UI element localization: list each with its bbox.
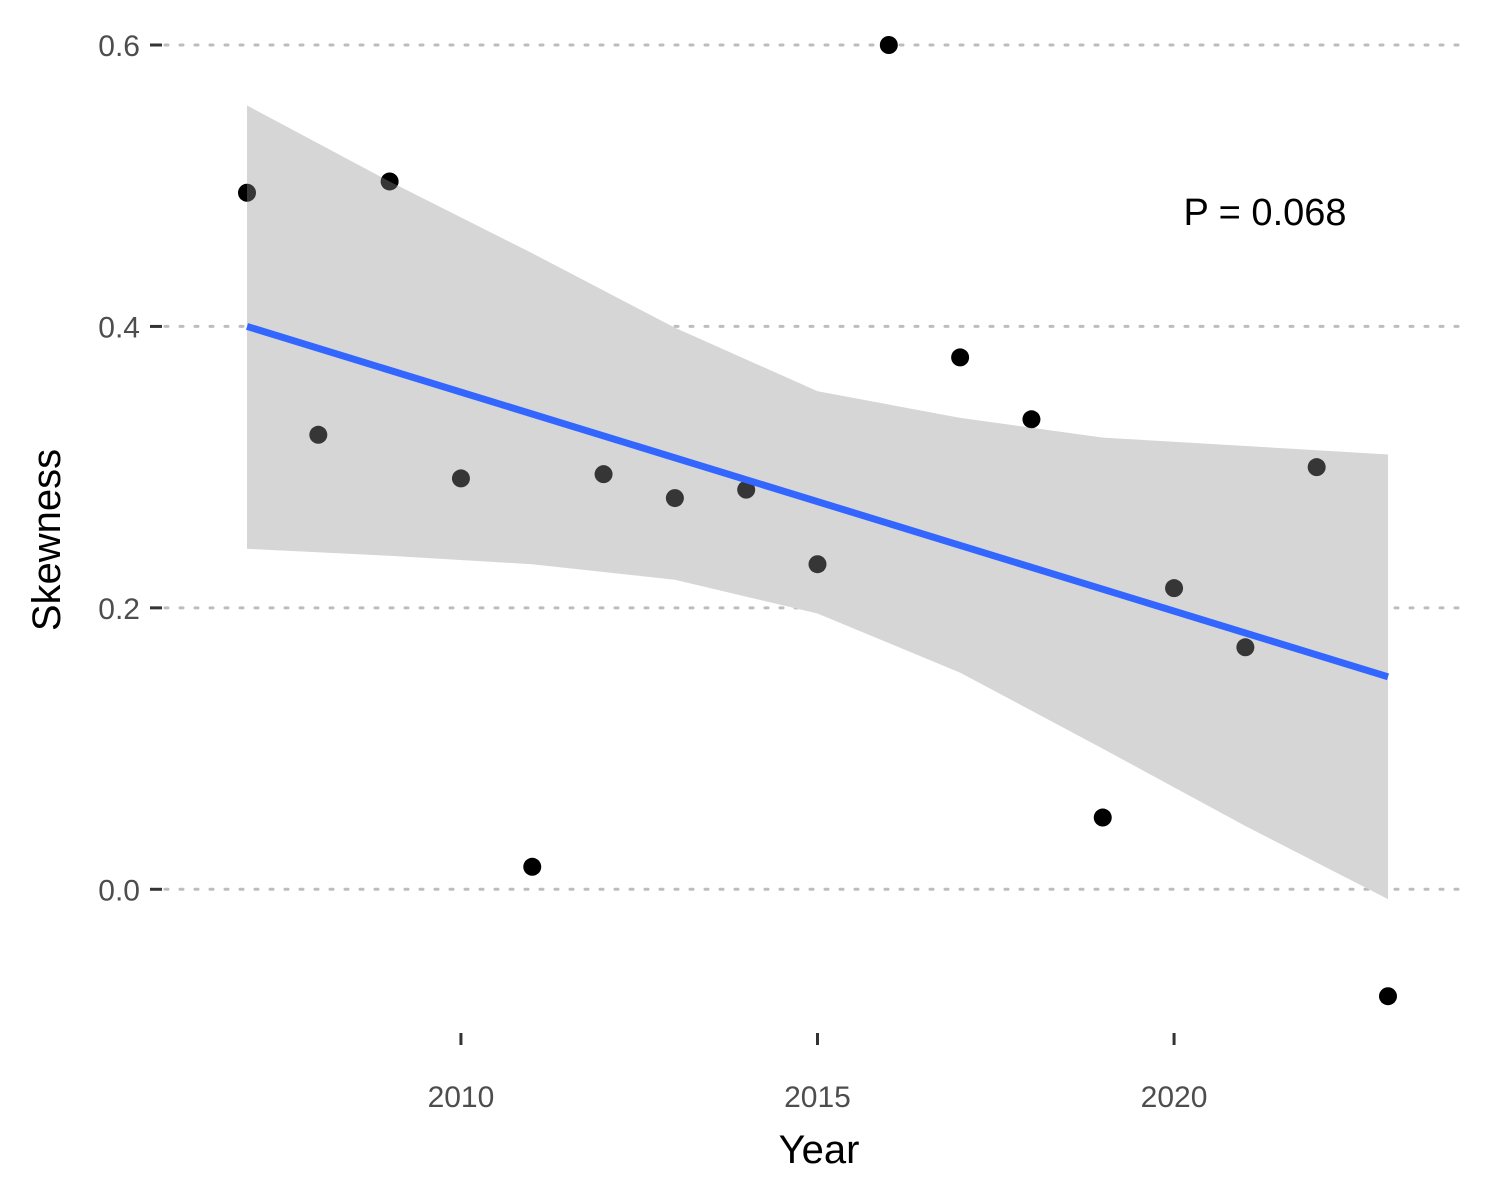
data-point bbox=[1165, 579, 1184, 598]
data-point bbox=[808, 555, 827, 574]
y-tick-label: 0.2 bbox=[98, 593, 140, 626]
data-point bbox=[1093, 808, 1112, 827]
data-points bbox=[238, 36, 1397, 1006]
data-point bbox=[238, 183, 257, 202]
x-tick-label: 2015 bbox=[784, 1081, 851, 1114]
x-tick-label: 2020 bbox=[1141, 1081, 1208, 1114]
axes: 0.0 0.2 0.4 0.6 2010 2015 2020 bbox=[98, 30, 1207, 1114]
y-axis-title: Skewness bbox=[25, 449, 69, 631]
data-point bbox=[1022, 410, 1041, 429]
y-tick-label: 0.6 bbox=[98, 30, 140, 63]
x-tick-label: 2010 bbox=[428, 1081, 495, 1114]
data-point bbox=[879, 36, 898, 54]
y-tick-label: 0.4 bbox=[98, 311, 140, 344]
data-point bbox=[665, 489, 684, 508]
x-axis-title: Year bbox=[779, 1128, 860, 1172]
y-tick-label: 0.0 bbox=[98, 874, 140, 907]
data-point bbox=[951, 348, 970, 367]
data-point bbox=[1378, 987, 1397, 1006]
data-point bbox=[309, 425, 328, 444]
data-point bbox=[737, 480, 756, 499]
data-point bbox=[380, 172, 399, 191]
data-point bbox=[451, 469, 470, 488]
data-point bbox=[1236, 638, 1255, 657]
data-point bbox=[1307, 458, 1326, 477]
data-point bbox=[594, 465, 613, 484]
trend-line-group bbox=[245, 105, 1390, 900]
p-value-annotation: P = 0.068 bbox=[1183, 192, 1346, 234]
trend-line bbox=[245, 323, 1390, 681]
data-point bbox=[523, 857, 542, 876]
